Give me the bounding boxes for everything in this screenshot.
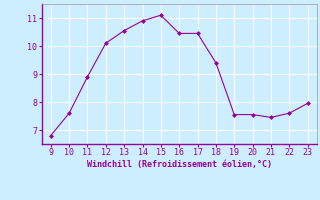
X-axis label: Windchill (Refroidissement éolien,°C): Windchill (Refroidissement éolien,°C) xyxy=(87,160,272,169)
